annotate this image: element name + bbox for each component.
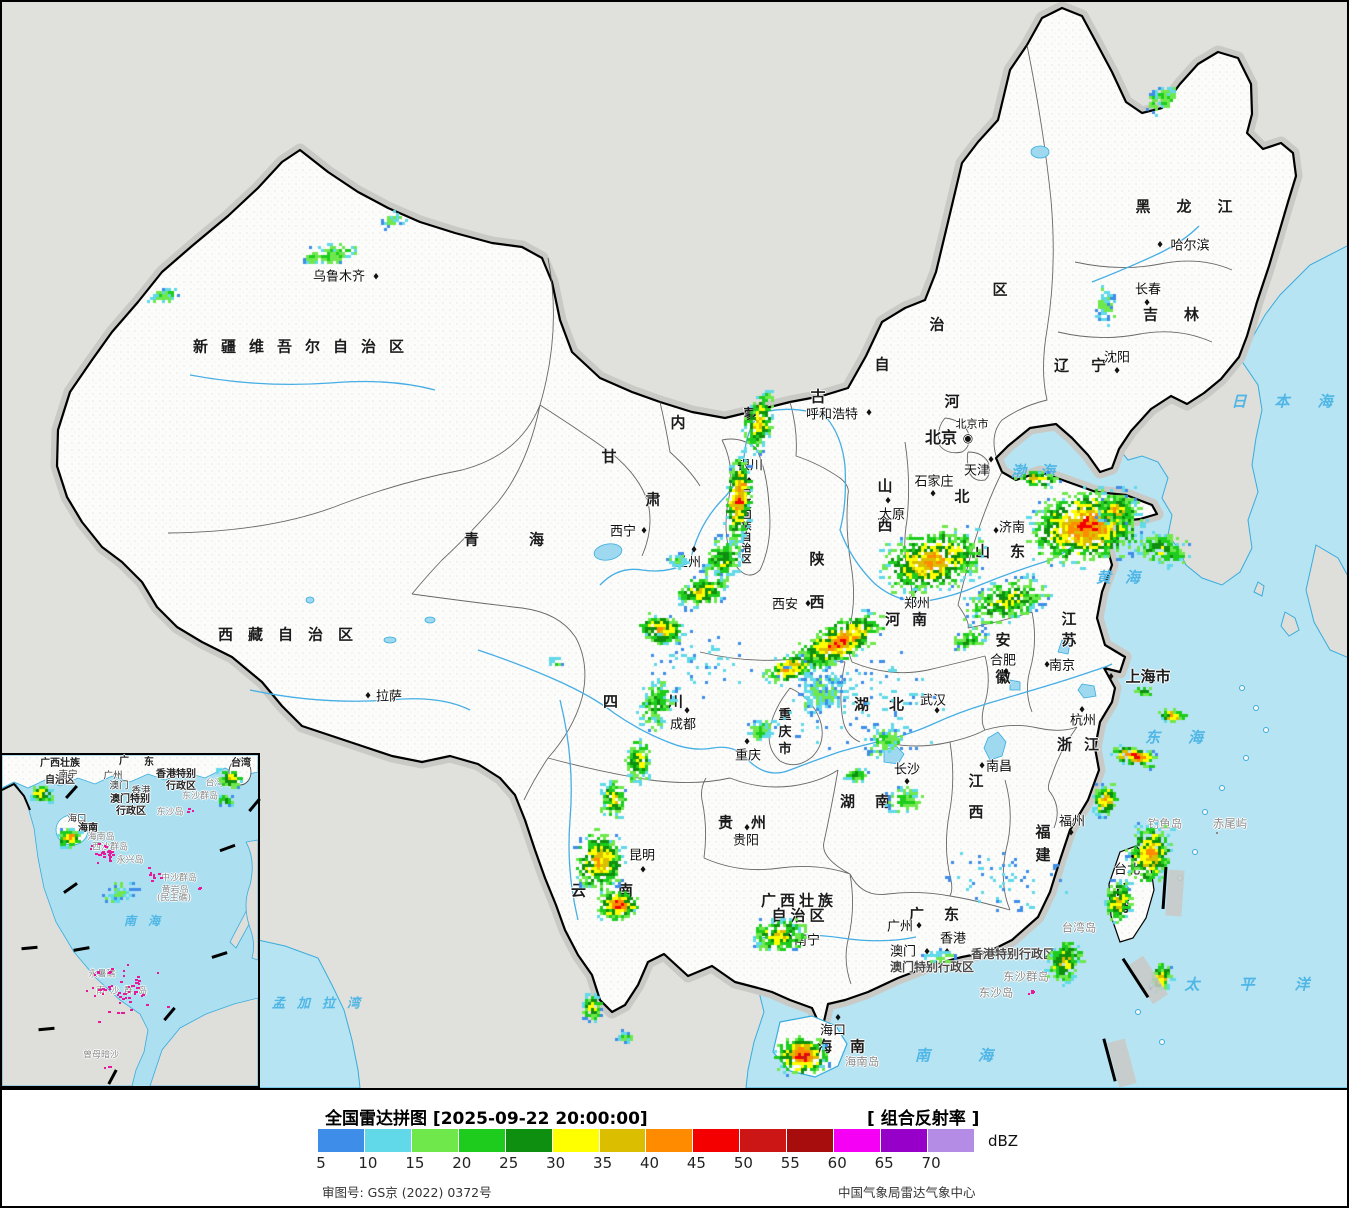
legend-tick: 20: [452, 1154, 472, 1172]
legend-swatch-50: [740, 1129, 788, 1152]
legend-tick: 60: [827, 1154, 847, 1172]
legend-swatch-20: [458, 1129, 506, 1152]
legend-swatch-25: [505, 1129, 553, 1152]
dbz-colorbar: [318, 1129, 975, 1152]
legend-tick: 5: [316, 1154, 326, 1172]
map-title: 全国雷达拼图 [2025-09-22 20:00:00]: [325, 1109, 648, 1129]
approval-number: 审图号: GS京 (2022) 0372号: [322, 1185, 492, 1200]
legend-swatch-5: [318, 1129, 365, 1152]
legend-swatch-40: [646, 1129, 694, 1152]
legend-tick: 30: [546, 1154, 566, 1172]
legend-tick: 15: [405, 1154, 425, 1172]
legend-swatch-45: [693, 1129, 741, 1152]
legend-tick: 10: [358, 1154, 378, 1172]
legend-tick: 70: [921, 1154, 941, 1172]
legend-swatch-65: [881, 1129, 928, 1152]
legend-tick: 35: [593, 1154, 613, 1172]
legend-tick: 55: [780, 1154, 800, 1172]
legend-swatch-35: [599, 1129, 647, 1152]
legend-tick: 45: [686, 1154, 706, 1172]
legend-tick: 25: [499, 1154, 519, 1172]
legend-swatch-10: [364, 1129, 412, 1152]
legend-tick: 65: [874, 1154, 894, 1172]
legend-tick: 50: [733, 1154, 753, 1172]
legend-footer: 全国雷达拼图 [2025-09-22 20:00:00] [ 组合反射率 ] 5…: [0, 1088, 1349, 1208]
legend-swatch-60: [834, 1129, 882, 1152]
product-name: [ 组合反射率 ]: [867, 1109, 980, 1129]
legend-swatch-15: [411, 1129, 459, 1152]
legend-tick: 40: [639, 1154, 660, 1172]
credit: 中国气象局雷达气象中心: [838, 1185, 976, 1200]
legend-swatch-55: [787, 1129, 835, 1152]
dbz-tick-labels: 5 10 15 20 25 30 35 40 45 50 55 60 65 70: [0, 1154, 1349, 1172]
legend-swatch-30: [552, 1129, 600, 1152]
radar-echo-layer: [0, 0, 1349, 1088]
dbz-unit: dBZ: [988, 1132, 1019, 1150]
legend-swatch-70: [927, 1129, 975, 1152]
china-weather-map: 黑龙江吉林辽宁内蒙古自治区河北山西山东河南陕西甘肃青海新疆维吾尔自治区西藏自治区…: [0, 0, 1349, 1088]
